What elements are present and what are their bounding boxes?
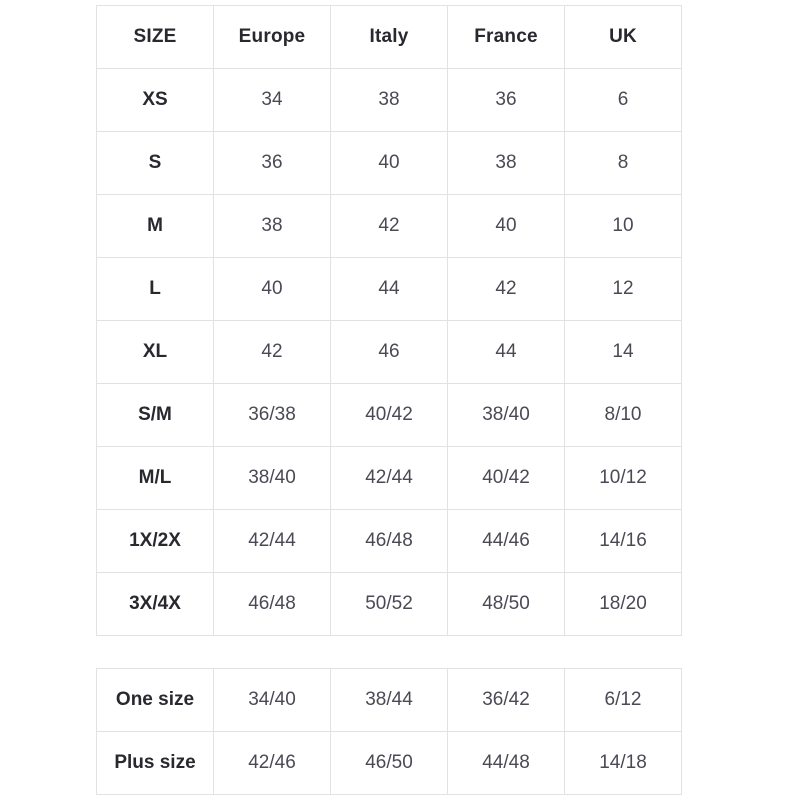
row-label-1x2x: 1X/2X — [96, 509, 214, 573]
row-label-l: L — [96, 257, 214, 321]
special-size-table: One size 34/40 38/44 36/42 6/12 Plus siz… — [96, 668, 682, 795]
cell-1x2x-france: 44/46 — [447, 509, 565, 573]
cell-ml-europe: 38/40 — [213, 446, 331, 510]
cell-sm-italy: 40/42 — [330, 383, 448, 447]
cell-xs-europe: 34 — [213, 68, 331, 132]
cell-m-italy: 42 — [330, 194, 448, 258]
cell-one-size-italy: 38/44 — [330, 668, 448, 732]
cell-plus-size-europe: 42/46 — [213, 731, 331, 795]
cell-plus-size-france: 44/48 — [447, 731, 565, 795]
table-row-plus-size: Plus size 42/46 46/50 44/48 14/18 — [96, 731, 682, 795]
table-row-3x4x: 3X/4X 46/48 50/52 48/50 18/20 — [96, 572, 682, 636]
cell-s-italy: 40 — [330, 131, 448, 195]
cell-l-italy: 44 — [330, 257, 448, 321]
cell-1x2x-europe: 42/44 — [213, 509, 331, 573]
cell-3x4x-france: 48/50 — [447, 572, 565, 636]
size-conversion-table: SIZE Europe Italy France UK XS 34 38 36 … — [96, 5, 682, 636]
cell-m-europe: 38 — [213, 194, 331, 258]
cell-xl-uk: 14 — [564, 320, 682, 384]
table-row-one-size: One size 34/40 38/44 36/42 6/12 — [96, 668, 682, 732]
cell-plus-size-uk: 14/18 — [564, 731, 682, 795]
cell-l-france: 42 — [447, 257, 565, 321]
cell-one-size-uk: 6/12 — [564, 668, 682, 732]
row-label-m: M — [96, 194, 214, 258]
cell-3x4x-europe: 46/48 — [213, 572, 331, 636]
cell-1x2x-italy: 46/48 — [330, 509, 448, 573]
cell-s-europe: 36 — [213, 131, 331, 195]
table-row-l: L 40 44 42 12 — [96, 257, 682, 321]
size-table-header: SIZE Europe Italy France UK — [96, 5, 682, 69]
cell-l-europe: 40 — [213, 257, 331, 321]
cell-l-uk: 12 — [564, 257, 682, 321]
header-europe: Europe — [213, 5, 331, 69]
table-row-xl: XL 42 46 44 14 — [96, 320, 682, 384]
header-size: SIZE — [96, 5, 214, 69]
cell-xs-italy: 38 — [330, 68, 448, 132]
row-label-xs: XS — [96, 68, 214, 132]
cell-m-france: 40 — [447, 194, 565, 258]
cell-plus-size-italy: 46/50 — [330, 731, 448, 795]
special-size-table-body: One size 34/40 38/44 36/42 6/12 Plus siz… — [96, 668, 682, 795]
row-label-plus-size: Plus size — [96, 731, 214, 795]
table-row-m: M 38 42 40 10 — [96, 194, 682, 258]
cell-sm-france: 38/40 — [447, 383, 565, 447]
header-row: SIZE Europe Italy France UK — [96, 5, 682, 69]
table-row-ml: M/L 38/40 42/44 40/42 10/12 — [96, 446, 682, 510]
cell-xl-italy: 46 — [330, 320, 448, 384]
row-label-ml: M/L — [96, 446, 214, 510]
cell-3x4x-italy: 50/52 — [330, 572, 448, 636]
cell-xs-uk: 6 — [564, 68, 682, 132]
cell-s-france: 38 — [447, 131, 565, 195]
cell-s-uk: 8 — [564, 131, 682, 195]
cell-sm-europe: 36/38 — [213, 383, 331, 447]
size-table-body: XS 34 38 36 6 S 36 40 38 8 M 38 42 40 10 — [96, 68, 682, 636]
row-label-one-size: One size — [96, 668, 214, 732]
row-label-sm: S/M — [96, 383, 214, 447]
cell-ml-italy: 42/44 — [330, 446, 448, 510]
header-italy: Italy — [330, 5, 448, 69]
cell-one-size-france: 36/42 — [447, 668, 565, 732]
cell-one-size-europe: 34/40 — [213, 668, 331, 732]
cell-xl-france: 44 — [447, 320, 565, 384]
table-row-s: S 36 40 38 8 — [96, 131, 682, 195]
header-france: France — [447, 5, 565, 69]
cell-xl-europe: 42 — [213, 320, 331, 384]
row-label-s: S — [96, 131, 214, 195]
cell-3x4x-uk: 18/20 — [564, 572, 682, 636]
header-uk: UK — [564, 5, 682, 69]
cell-1x2x-uk: 14/16 — [564, 509, 682, 573]
table-row-sm: S/M 36/38 40/42 38/40 8/10 — [96, 383, 682, 447]
row-label-3x4x: 3X/4X — [96, 572, 214, 636]
cell-ml-uk: 10/12 — [564, 446, 682, 510]
cell-xs-france: 36 — [447, 68, 565, 132]
cell-m-uk: 10 — [564, 194, 682, 258]
cell-sm-uk: 8/10 — [564, 383, 682, 447]
table-row-1x2x: 1X/2X 42/44 46/48 44/46 14/16 — [96, 509, 682, 573]
row-label-xl: XL — [96, 320, 214, 384]
table-row-xs: XS 34 38 36 6 — [96, 68, 682, 132]
cell-ml-france: 40/42 — [447, 446, 565, 510]
